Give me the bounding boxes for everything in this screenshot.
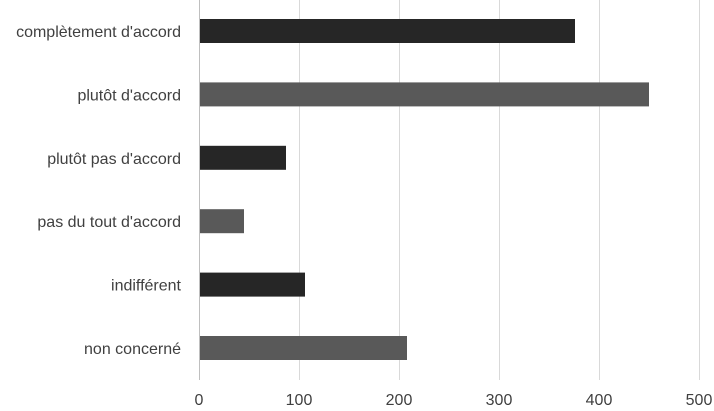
x-tick-label: 0 xyxy=(195,392,204,409)
x-tick-label: 200 xyxy=(386,392,413,409)
x-tick-label: 500 xyxy=(686,392,713,409)
bars xyxy=(199,19,649,360)
category-label: plutôt pas d'accord xyxy=(47,151,181,168)
bar-4 xyxy=(199,272,305,297)
gridlines xyxy=(299,0,700,380)
bar-3 xyxy=(199,209,244,234)
bar-2 xyxy=(199,145,286,170)
category-label: pas du tout d'accord xyxy=(37,214,181,231)
x-tick-label: 300 xyxy=(486,392,513,409)
bar-5 xyxy=(199,336,407,360)
bar-1 xyxy=(199,82,649,107)
x-tick-label: 100 xyxy=(286,392,313,409)
category-label: complètement d'accord xyxy=(16,24,181,41)
category-label: indifférent xyxy=(111,278,182,295)
x-tick-labels: 0 100 200 300 400 500 xyxy=(195,392,713,409)
category-label: non concerné xyxy=(84,341,181,358)
x-tick-label: 400 xyxy=(586,392,613,409)
bar-0 xyxy=(199,19,575,43)
category-label: plutôt d'accord xyxy=(77,87,181,104)
category-labels: complètement d'accord plutôt d'accord plut… xyxy=(16,24,181,358)
